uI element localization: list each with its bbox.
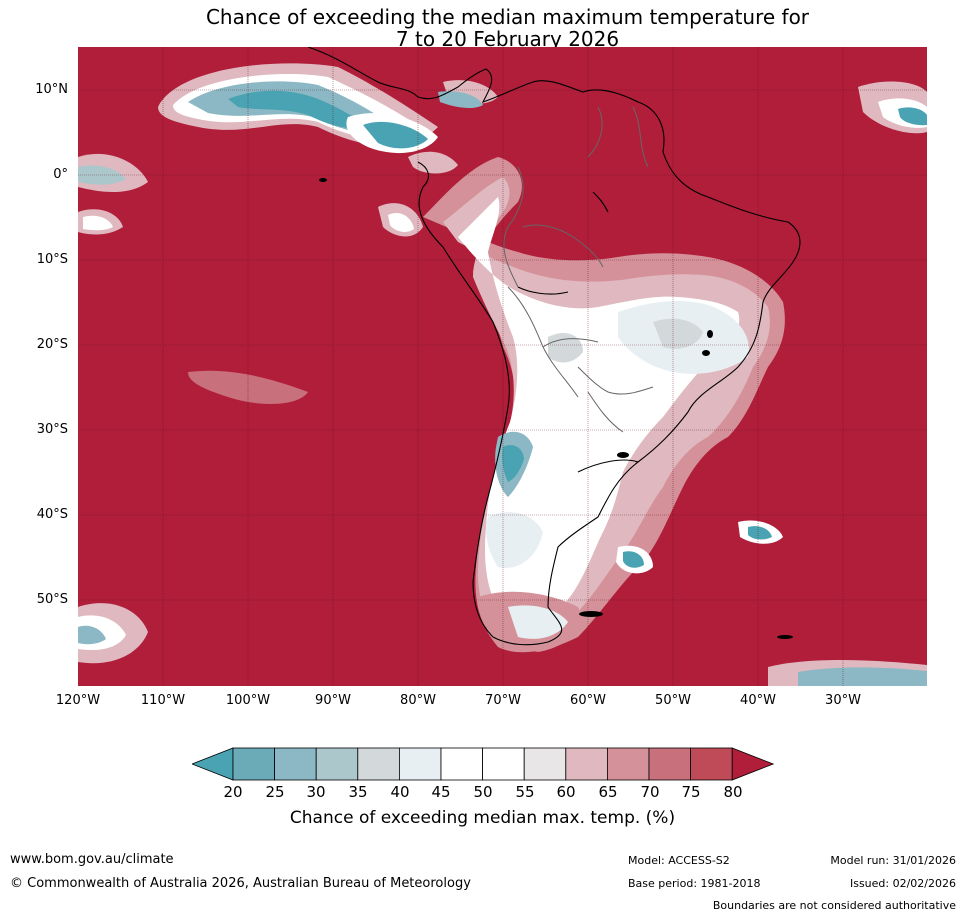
colorbar-tick: 75 [681,783,701,801]
copyright: © Commonwealth of Australia 2026, Austra… [10,876,471,891]
colorbar-segment [398,747,442,781]
lon-label-40w: 40°W [740,693,776,708]
colorbar-tick: 45 [431,783,451,801]
colorbar-segment [523,747,567,781]
lat-label-40s: 40°S [36,507,68,522]
boundary-disclaimer: Boundaries are not considered authoritat… [712,899,956,912]
lon-label-70w: 70°W [485,693,521,708]
colorbar-segment [357,747,400,781]
lon-label-60w: 60°W [570,693,606,708]
colorbar-segment [232,747,275,781]
lon-label-80w: 80°W [400,693,436,708]
lat-label-50s: 50°S [36,592,68,607]
lat-label-0: 0° [53,167,68,182]
continent-anomaly [423,157,785,653]
colorbar-tick: 25 [265,783,285,801]
website-link[interactable]: www.bom.gov.au/climate [10,852,174,867]
issued-date: Issued: 02/02/2026 [849,877,956,890]
graticule [78,47,927,686]
base-period: Base period: 1981-2018 [628,877,761,890]
country-borders [503,106,654,433]
lat-label-10s: 10°S [36,252,68,267]
lon-label-120w: 120°W [55,693,101,708]
southern-anomaly [78,81,927,686]
colorbar-extend-high [731,747,774,781]
lon-label-90w: 90°W [315,693,351,708]
colorbar-label: Chance of exceeding median max. temp. (%… [289,808,676,828]
colorbar-tick: 30 [306,783,326,801]
colorbar-segment [606,747,650,781]
north-pacific-anomaly [158,63,498,154]
colorbar-segment [648,747,691,781]
islands [319,178,793,639]
colorbar-tick: 35 [348,783,368,801]
colorbar-tick: 55 [515,783,535,801]
chart-title-line1: Chance of exceeding the median maximum t… [205,5,810,29]
colorbar-segment [482,747,525,781]
colorbar-tick: 65 [598,783,618,801]
model-name: Model: ACCESS-S2 [628,854,730,867]
lat-label-20s: 20°S [36,337,68,352]
colorbar-segment [315,747,359,781]
chart-title-line2: 7 to 20 February 2026 [395,27,620,51]
lon-label-50w: 50°W [655,693,691,708]
colorbar-segment [565,747,608,781]
colorbar-tick: 20 [223,783,243,801]
colorbar-tick: 80 [723,783,743,801]
colorbar-tick: 70 [640,783,660,801]
colorbar-segment [440,747,483,781]
colorbar-segment [690,747,733,781]
colorbar-extend-low [192,747,234,781]
probability-map [78,47,927,686]
colorbar-tick: 40 [390,783,410,801]
colorbar [192,747,774,781]
model-run: Model run: 31/01/2026 [830,854,956,867]
lon-label-30w: 30°W [825,693,861,708]
lat-label-10n: 10°N [35,82,68,97]
colorbar-segment [274,747,317,781]
colorbar-tick: 50 [473,783,493,801]
colorbar-tick: 60 [556,783,576,801]
lon-label-110w: 110°W [140,693,186,708]
lon-label-100w: 100°W [225,693,271,708]
lat-label-30s: 30°S [36,422,68,437]
coastlines [307,47,801,646]
